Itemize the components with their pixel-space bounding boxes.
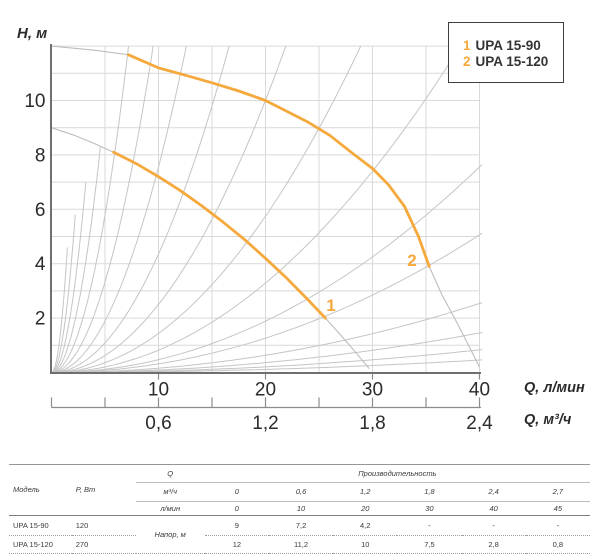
system-curve <box>51 302 483 373</box>
y-tick-label: 6 <box>35 200 46 221</box>
ruler-tick-label: 2,4 <box>466 413 493 434</box>
col-header-q: Q <box>135 464 205 483</box>
col-header-model: Модель <box>9 464 72 516</box>
row-header-head: Напор, м <box>135 515 205 554</box>
pump-curve-1 <box>51 127 370 370</box>
system-curve <box>51 182 87 373</box>
head-value: 2,8 <box>461 535 526 554</box>
head-value: 10 <box>333 535 398 554</box>
curve-number-label: 1 <box>326 296 335 315</box>
system-curve <box>51 45 230 373</box>
secondary-scale <box>50 397 481 409</box>
flow-lmin-value: 30 <box>397 501 462 516</box>
x-tick-label: 30 <box>362 380 383 401</box>
ruler-tick-label: 1,8 <box>359 413 385 434</box>
spec-table-container: Модель P, Вт Q Производительность м³/ч 0… <box>9 464 591 554</box>
head-value: 0,8 <box>525 535 590 554</box>
y-axis-ticks: 2 4 6 8 10 <box>24 91 46 330</box>
y-tick-label: 10 <box>24 91 45 112</box>
legend-series-number: 1 <box>463 38 471 53</box>
system-curve <box>51 163 483 373</box>
flow-m3-value: 2,7 <box>525 482 590 502</box>
y-axis-unit-label: H, м <box>17 25 48 42</box>
flow-lmin-value: 10 <box>268 501 334 516</box>
pump-curve-extension <box>428 266 480 368</box>
legend-item: 1 UPA 15-90 <box>463 38 563 54</box>
pump-curve-extension <box>51 45 129 56</box>
legend: 1 UPA 15-90 2 UPA 15-120 <box>448 22 564 83</box>
unit-row-m3h: м³/ч <box>135 482 205 502</box>
x-tick-label: 10 <box>148 380 169 401</box>
system-curve <box>51 46 129 373</box>
y-tick-label: 2 <box>35 309 46 330</box>
pump-curve-working-range <box>127 53 431 268</box>
pump-chart-canvas: 1 2 10 20 30 40 2 4 6 8 10 0,6 1,2 1,8 2,4 <box>24 44 493 434</box>
head-value: 7,5 <box>397 535 462 554</box>
flow-m3-value: 1,2 <box>333 482 398 502</box>
table-row: UPA 15-90 120 Напор, м 9 7,2 4,2 - - - <box>9 515 590 554</box>
pump-curve-2 <box>51 45 480 368</box>
y-tick-label: 4 <box>35 254 46 275</box>
unit-row-lmin: л/мин <box>135 501 205 516</box>
head-value: - <box>397 515 462 536</box>
flow-m3-value: 1,8 <box>397 482 462 502</box>
system-curve <box>51 45 287 373</box>
pump-curve-extension <box>324 317 370 370</box>
system-curve <box>51 45 461 373</box>
y-tick-label: 8 <box>35 145 46 166</box>
system-curve <box>51 45 362 373</box>
system-curves <box>51 45 483 373</box>
flow-m3-value: 0,6 <box>268 482 334 502</box>
legend-series-label: UPA 15-120 <box>475 54 549 69</box>
table-row: UPA 15-120 270 12 11,2 10 7,5 2,8 0,8 <box>9 535 590 554</box>
model-name: UPA 15-120 <box>9 535 72 554</box>
model-name: UPA 15-90 <box>9 515 72 536</box>
legend-series-label: UPA 15-90 <box>475 38 541 53</box>
ruler-tick-label: 1,2 <box>252 413 278 434</box>
x-axis-ticks: 10 20 30 40 <box>148 374 490 401</box>
col-header-power: P, Вт <box>71 464 136 516</box>
head-value: - <box>525 515 590 536</box>
legend-series-number: 2 <box>463 54 471 69</box>
system-curve <box>51 214 76 373</box>
flow-m3-value: 0 <box>204 482 269 502</box>
pump-curve-extension <box>51 127 114 153</box>
x-tick-label: 20 <box>255 380 276 401</box>
pump-curve-working-range <box>112 150 327 320</box>
power-value: 120 <box>71 515 136 536</box>
system-curve <box>51 46 187 373</box>
head-value: 11,2 <box>268 535 334 554</box>
head-value: 9 <box>204 515 269 536</box>
system-curve <box>51 146 101 373</box>
x-axis-unit-label-lmin: Q, л/мин <box>524 380 585 396</box>
system-curve <box>51 247 68 373</box>
head-value: 7,2 <box>268 515 334 536</box>
flow-lmin-value: 40 <box>461 501 526 516</box>
flow-lmin-value: 20 <box>333 501 398 516</box>
system-curve <box>51 232 483 373</box>
gridlines <box>51 45 480 373</box>
power-value: 270 <box>71 535 136 554</box>
head-value: - <box>461 515 526 536</box>
head-value: 4,2 <box>333 515 398 536</box>
x-axis-unit-label-m3h: Q, м³/ч <box>524 412 572 428</box>
axes <box>50 44 481 374</box>
system-curve <box>51 46 154 373</box>
flow-lmin-value: 45 <box>525 501 590 516</box>
spec-table: Модель P, Вт Q Производительность м³/ч 0… <box>9 464 590 554</box>
curve-number-label: 2 <box>407 251 416 270</box>
col-header-performance: Производительность <box>204 464 590 483</box>
ruler-tick-label: 0,6 <box>145 413 171 434</box>
flow-lmin-value: 0 <box>204 501 269 516</box>
pump-chart: 1 2 10 20 30 40 2 4 6 8 10 0,6 1,2 1,8 2,4 H, м Q, л/м… <box>17 22 585 434</box>
head-value: 12 <box>204 535 269 554</box>
x-tick-label: 40 <box>469 380 490 401</box>
flow-m3-value: 2,4 <box>461 482 526 502</box>
legend-item: 2 UPA 15-120 <box>463 54 563 70</box>
